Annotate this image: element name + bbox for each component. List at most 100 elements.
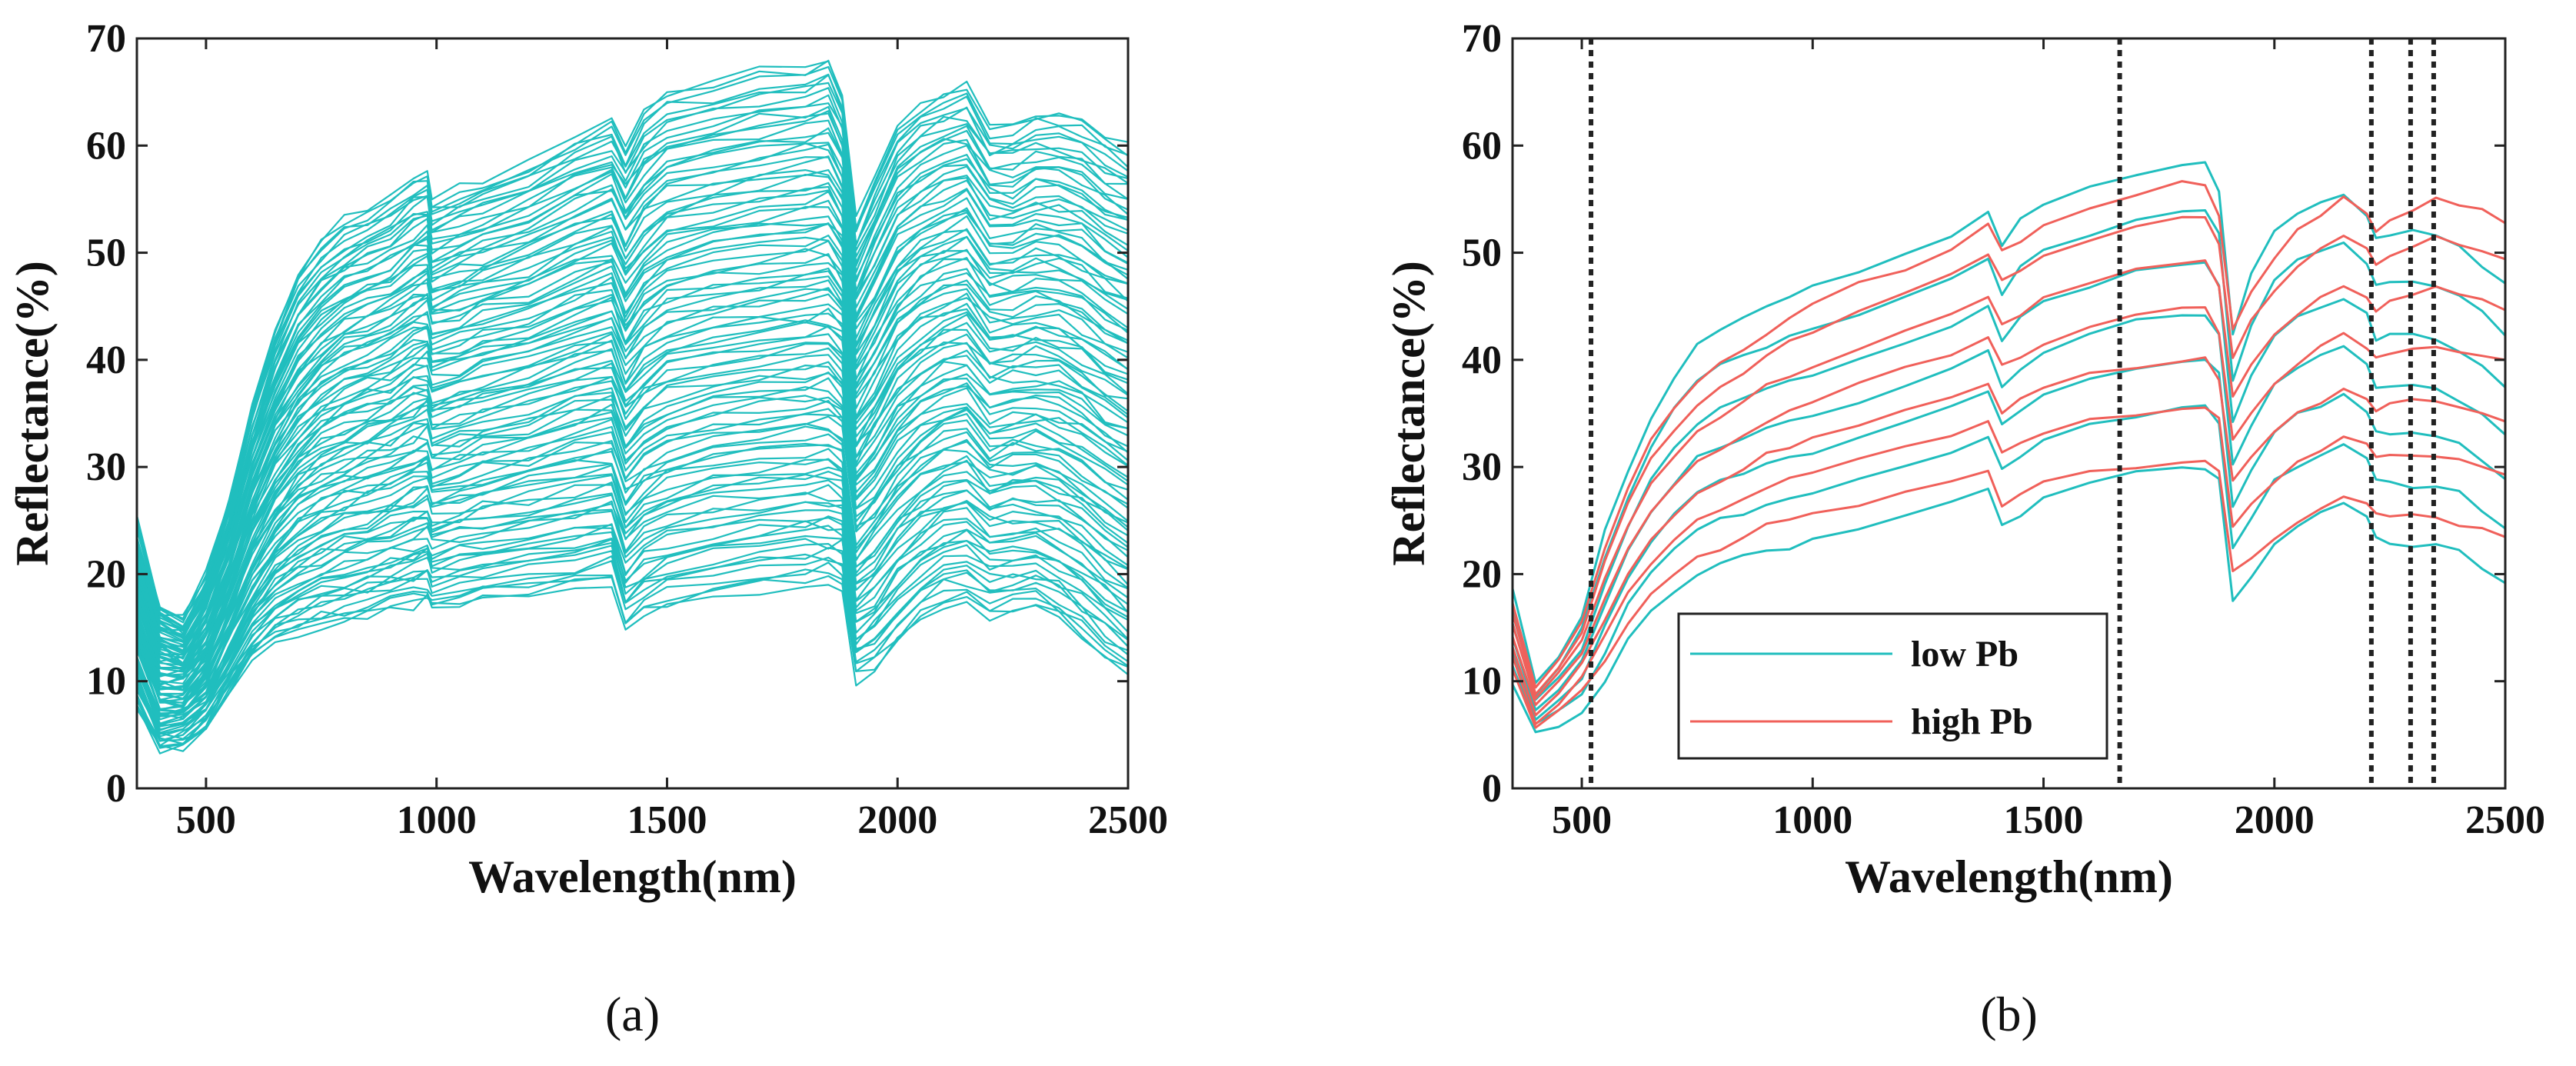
spectrum-line — [135, 474, 1129, 728]
spectrum-line — [135, 199, 1129, 656]
spectrum-line — [135, 293, 1129, 680]
spectrum-line — [135, 222, 1129, 665]
spectrum-line — [135, 444, 1129, 717]
x-tick-label: 2500 — [1088, 798, 1168, 842]
series-line-high-pb — [1511, 180, 2506, 689]
spectrum-line — [135, 240, 1129, 666]
y-tick-label: 70 — [1462, 17, 1502, 61]
panel-b-x-axis-label: Wavelength(nm) — [1845, 851, 2173, 902]
spectrum-line — [135, 433, 1129, 711]
panel-a-chart: 500 1000 1500 2000 2500 0 10 20 30 40 50 60 70 Wavel… — [7, 17, 1168, 1041]
x-tick-label: 1000 — [1772, 798, 1852, 842]
y-tick-label: 20 — [1462, 552, 1502, 596]
spectrum-line — [135, 535, 1129, 741]
spectrum-line — [136, 561, 1129, 748]
spectrum-line — [135, 479, 1129, 725]
panel-b-chart: 500 1000 1500 2000 2500 0 10 20 30 40 50 60 70 low P… — [1383, 17, 2545, 1041]
spectrum-line — [135, 520, 1129, 742]
x-tick-label: 1500 — [2004, 798, 2084, 842]
spectrum-line — [135, 413, 1129, 707]
panel-b-caption-letter: b — [1997, 987, 2022, 1041]
y-tick-label: 60 — [86, 124, 126, 168]
x-tick-label: 2000 — [2235, 798, 2315, 842]
spectrum-line — [135, 372, 1129, 691]
panel-a-caption-open: ( — [605, 987, 621, 1041]
spectrum-line — [135, 110, 1129, 636]
panel-a-x-axis-label: Wavelength(nm) — [468, 851, 797, 902]
spectrum-line — [135, 354, 1129, 695]
series-line-high-pb — [1511, 215, 2506, 696]
spectrum-line — [135, 543, 1129, 747]
y-tick-label: 0 — [1482, 767, 1502, 811]
spectrum-line — [135, 303, 1129, 673]
legend-label-high-pb: high Pb — [1911, 701, 2033, 742]
series-line-high-pb — [1511, 406, 2506, 725]
spectrum-line — [135, 371, 1129, 700]
spectrum-line — [135, 501, 1129, 731]
spectrum-line — [135, 215, 1129, 660]
spectrum-line — [136, 538, 1129, 740]
panel-a-y-axis-label: Reflectance(%) — [7, 261, 58, 565]
y-tick-label: 0 — [106, 767, 126, 811]
spectrum-line — [135, 425, 1129, 710]
spectrum-line — [135, 319, 1129, 685]
y-tick-label: 50 — [86, 232, 126, 275]
spectrum-line — [135, 143, 1129, 639]
x-tick-label: 2000 — [857, 798, 937, 842]
spectrum-line — [136, 584, 1129, 752]
panel-b-caption-open: ( — [1980, 987, 1996, 1041]
y-tick-label: 30 — [1462, 445, 1502, 489]
spectrum-line — [135, 174, 1129, 651]
panel-b-axes-frame — [1511, 37, 2507, 790]
x-tick-label: 1500 — [627, 798, 707, 842]
y-tick-label: 20 — [86, 552, 126, 596]
spectrum-line — [135, 448, 1129, 715]
spectrum-line — [135, 102, 1129, 635]
spectrum-line — [135, 253, 1129, 665]
spectrum-line — [135, 223, 1129, 665]
y-tick-label: 50 — [1462, 232, 1502, 275]
panel-b-legend: low Pb high Pb — [1677, 612, 2108, 760]
panel-b-caption-close: ) — [2022, 987, 2038, 1041]
spectrum-line — [135, 333, 1129, 690]
panel-a-series-lines — [135, 59, 1129, 755]
x-tick-label: 500 — [1552, 798, 1612, 842]
spectrum-line — [136, 556, 1129, 742]
spectrum-line — [135, 408, 1129, 709]
spectrum-line — [136, 466, 1129, 720]
legend-box — [1677, 612, 2108, 760]
y-tick-label: 40 — [1462, 338, 1502, 382]
spectrum-line — [135, 288, 1129, 678]
spectrum-line — [135, 235, 1129, 662]
x-tick-label: 1000 — [397, 798, 477, 842]
panel-a-caption-close: ) — [644, 987, 660, 1041]
spectrum-line — [135, 236, 1129, 656]
legend-label-low-pb: low Pb — [1911, 634, 2019, 675]
spectrum-line — [135, 74, 1129, 621]
panel-b-caption: (b) — [1980, 987, 2038, 1041]
series-line-high-pb — [1511, 356, 2506, 717]
panel-a-ticks: 500 1000 1500 2000 2500 0 10 20 30 40 50 60 70 — [86, 17, 1168, 842]
spectrum-line — [135, 60, 1129, 624]
x-tick-label: 500 — [176, 798, 236, 842]
y-tick-label: 30 — [86, 445, 126, 489]
y-tick-label: 10 — [86, 660, 126, 704]
series-line-low-pb — [1511, 261, 2507, 701]
y-tick-label: 40 — [86, 338, 126, 382]
spectrum-line — [135, 82, 1129, 620]
spectrum-line — [135, 347, 1129, 691]
series-line-high-pb — [1511, 459, 2506, 729]
panel-b-ticks: 500 1000 1500 2000 2500 0 10 20 30 40 50 60 70 — [1462, 17, 2545, 842]
panel-a-caption-letter: a — [621, 987, 643, 1041]
spectrum-line — [135, 66, 1129, 617]
panel-b-vertical-markers — [1589, 38, 2436, 788]
y-tick-label: 70 — [86, 17, 126, 61]
spectrum-line — [135, 509, 1129, 731]
x-tick-label: 2500 — [2465, 798, 2545, 842]
spectrum-line — [135, 361, 1129, 691]
spectrum-line — [135, 325, 1129, 685]
y-tick-label: 10 — [1462, 660, 1502, 704]
spectrum-line — [135, 501, 1129, 735]
spectrum-line — [135, 395, 1129, 708]
